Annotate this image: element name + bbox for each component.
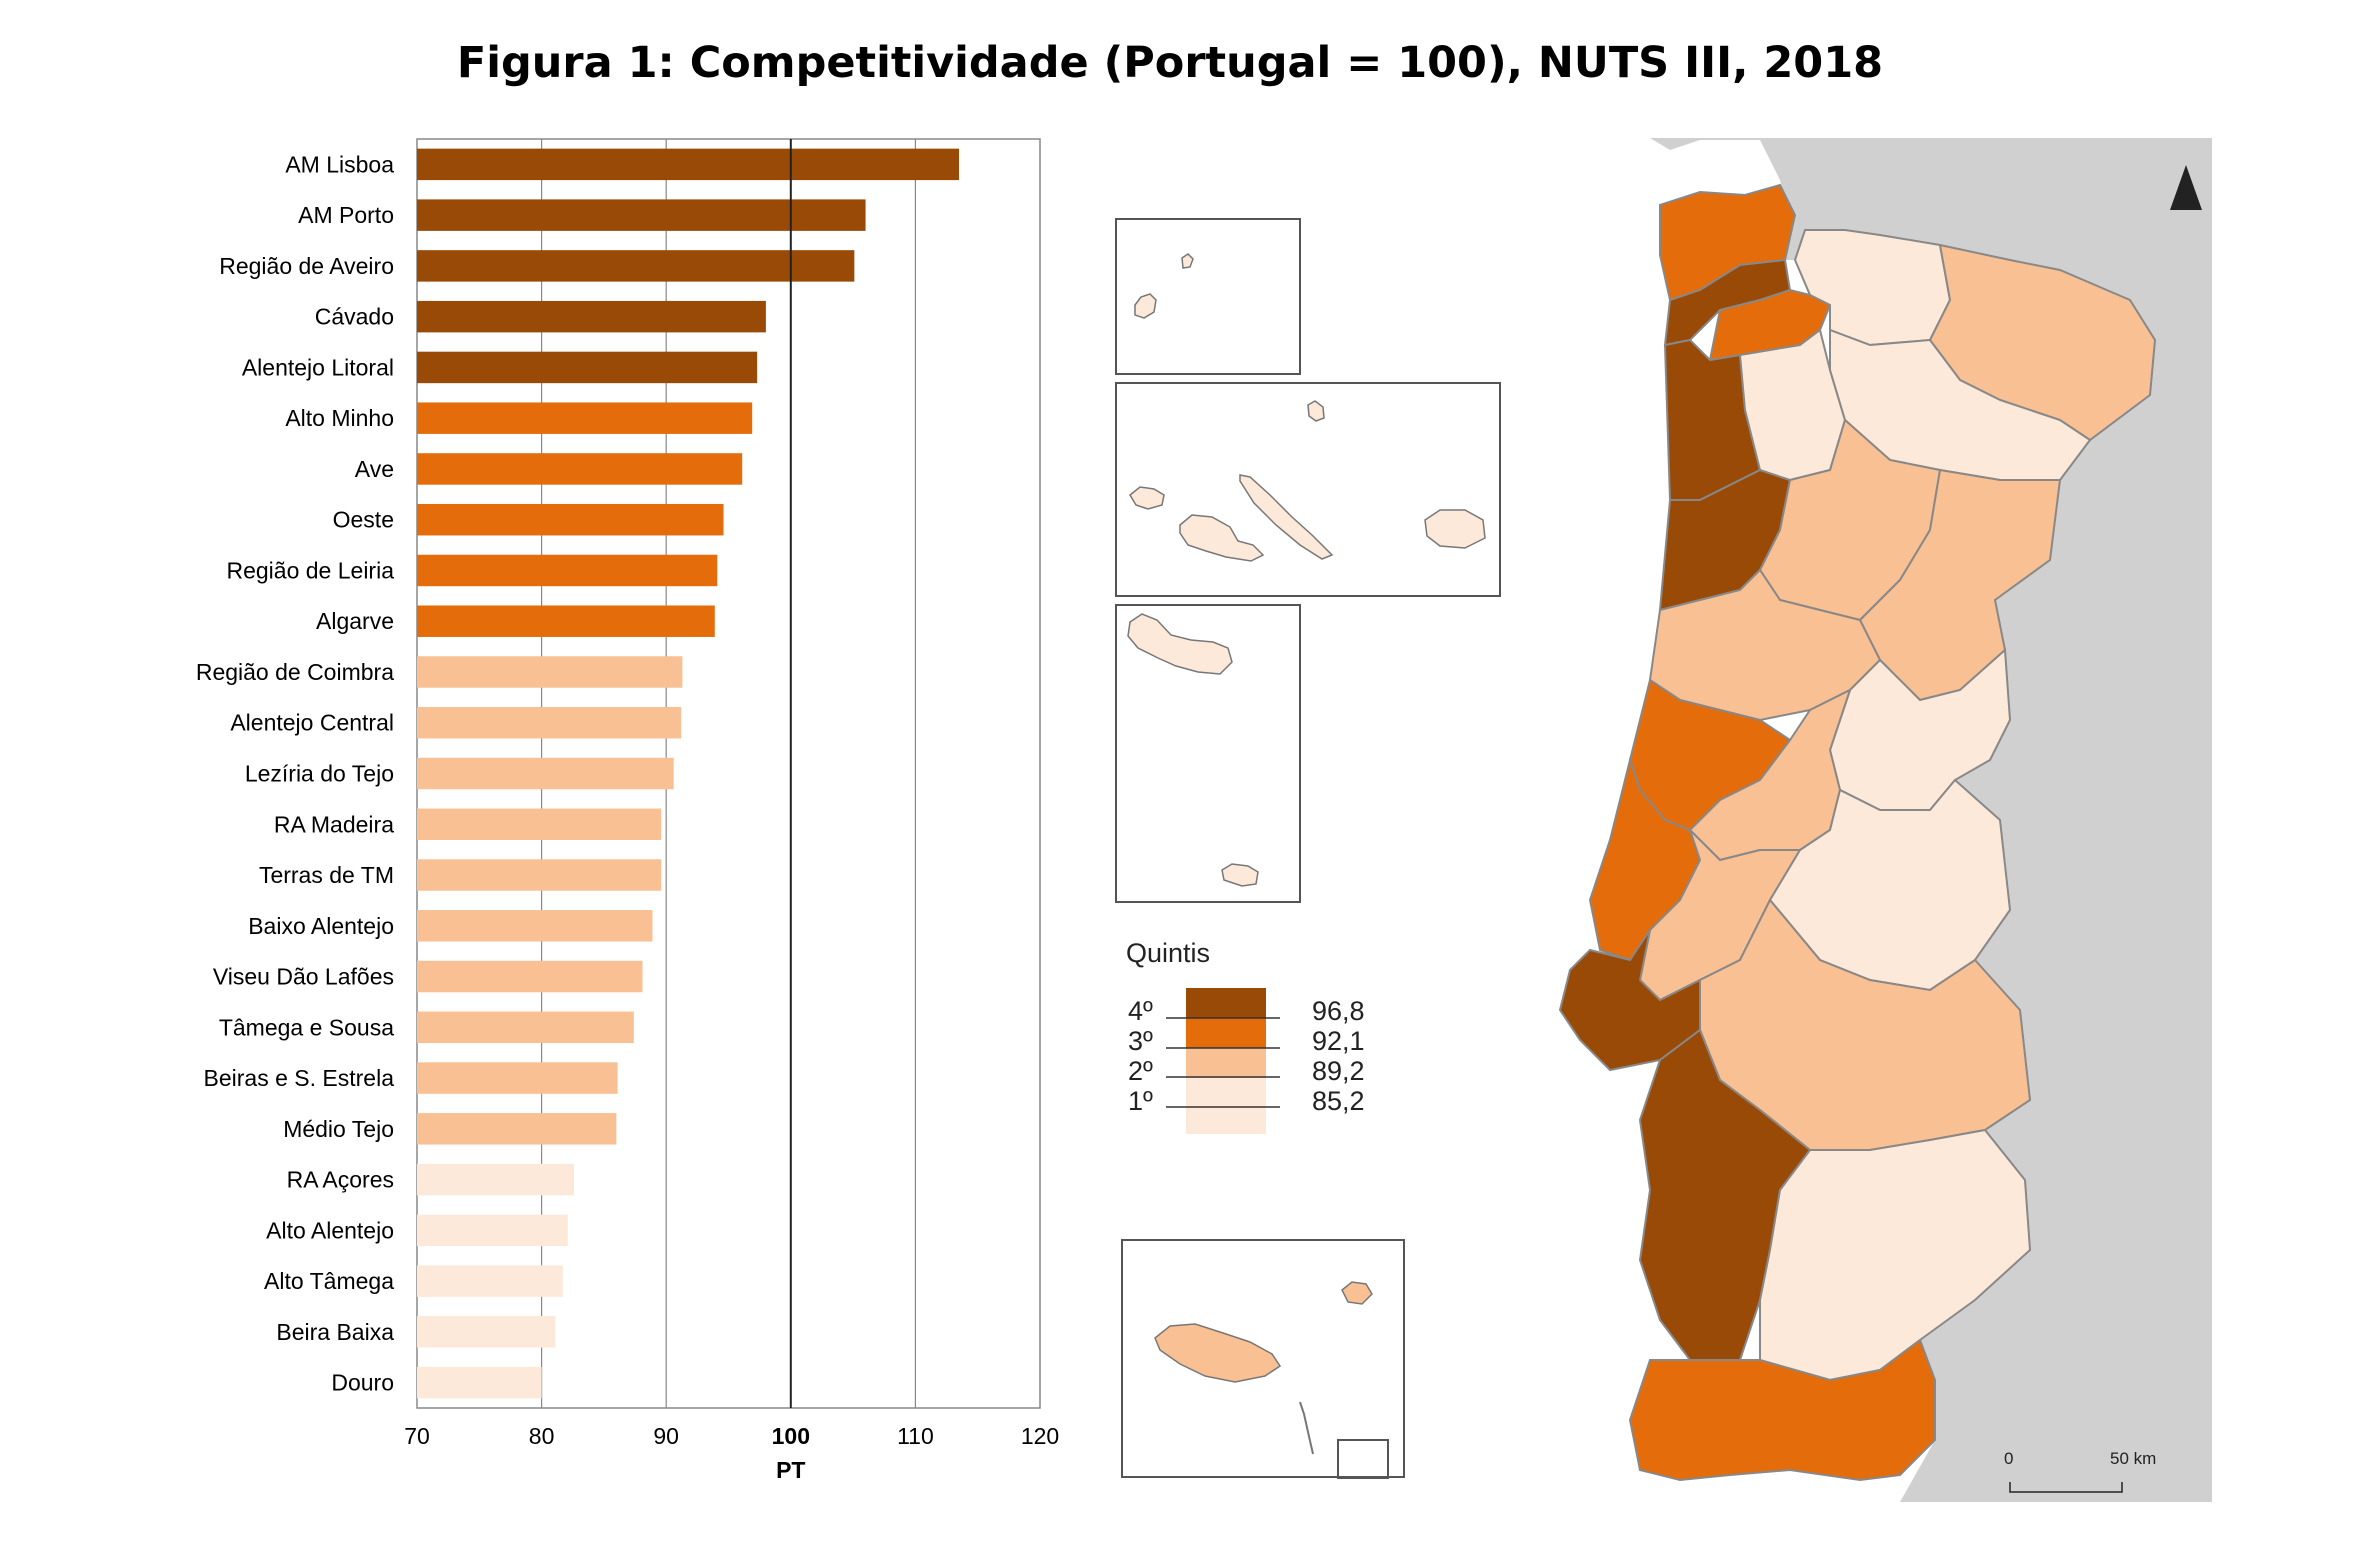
bar <box>417 859 662 891</box>
x-tick-label: 110 <box>897 1423 934 1449</box>
azores-inset-3 <box>1115 604 1301 903</box>
category-label: AM Porto <box>298 202 394 228</box>
category-label: Médio Tejo <box>283 1116 394 1142</box>
legend-label-q3: 3º <box>1128 1026 1153 1056</box>
madeira-inset <box>1121 1239 1405 1479</box>
bar <box>417 808 662 840</box>
category-label: Alto Alentejo <box>266 1217 394 1243</box>
legend-value-q2: 89,2 <box>1312 1056 1365 1086</box>
bar <box>417 1265 563 1297</box>
category-label: Alentejo Central <box>230 710 394 736</box>
bar <box>417 1011 634 1044</box>
bar <box>417 1214 568 1247</box>
category-label: Terras de TM <box>259 862 394 888</box>
bar <box>417 707 682 739</box>
category-label: RA Madeira <box>274 811 394 837</box>
bar <box>417 503 724 536</box>
legend-label-q4: 4º <box>1128 996 1153 1026</box>
x-tick-label: 90 <box>653 1423 679 1449</box>
bar <box>417 250 855 282</box>
bar <box>417 656 683 688</box>
category-label: Baixo Alentejo <box>248 913 394 939</box>
x-tick-label: 70 <box>404 1423 430 1449</box>
category-label: Viseu Dão Lafões <box>213 964 394 990</box>
category-label: Região de Aveiro <box>219 253 394 279</box>
category-label: Beira Baixa <box>276 1319 394 1345</box>
legend-swatch-q2 <box>1186 1048 1266 1078</box>
category-label: Tâmega e Sousa <box>219 1014 394 1040</box>
legend-value-q1: 85,2 <box>1312 1086 1365 1116</box>
category-label: Beiras e S. Estrela <box>204 1065 395 1091</box>
bar <box>417 910 653 942</box>
legend-value-q4: 96,8 <box>1312 996 1365 1026</box>
legend-label-q2: 2º <box>1128 1056 1153 1086</box>
bar <box>417 554 718 587</box>
legend: Quintis 4º 3º 2º 1º 96,8 92,1 89,2 85,2 <box>1126 938 1365 1134</box>
bar <box>417 1062 618 1094</box>
bar <box>417 1316 556 1348</box>
scale-bar-end: 50 km <box>2110 1449 2156 1468</box>
category-label: Alentejo Litoral <box>242 354 394 380</box>
legend-swatch-q1 <box>1186 1078 1266 1134</box>
azores-inset-2 <box>1115 382 1501 597</box>
bar <box>417 1113 617 1145</box>
category-label: Lezíria do Tejo <box>245 761 394 787</box>
category-label: RA Açores <box>287 1167 394 1193</box>
bar <box>417 605 715 637</box>
legend-label-q1: 1º <box>1128 1086 1153 1116</box>
category-label: Oeste <box>333 507 394 533</box>
category-label: Alto Tâmega <box>264 1268 394 1294</box>
category-label: Ave <box>355 456 394 482</box>
region-algarve <box>1628 1338 1936 1482</box>
bar <box>417 757 674 790</box>
legend-swatch-q3 <box>1186 1018 1266 1048</box>
reference-label: PT <box>776 1457 805 1483</box>
legend-swatch-q4 <box>1186 988 1266 1018</box>
bar <box>417 351 758 384</box>
category-label: Região de Coimbra <box>196 659 394 685</box>
category-label: Região de Leiria <box>226 557 394 583</box>
azores-inset-1 <box>1115 218 1301 375</box>
scale-bar-start: 0 <box>2004 1449 2013 1468</box>
bar <box>417 148 960 181</box>
category-label: Algarve <box>316 608 394 634</box>
x-tick-label: 100 <box>772 1423 810 1449</box>
mainland-map: 0 50 km <box>1558 138 2212 1502</box>
category-label: AM Lisboa <box>285 151 394 177</box>
category-label: Alto Minho <box>285 405 394 431</box>
category-label: Cávado <box>315 304 394 330</box>
bar <box>417 1163 574 1196</box>
category-label: Douro <box>331 1370 394 1396</box>
bar <box>417 300 766 333</box>
legend-title: Quintis <box>1126 938 1210 968</box>
bar <box>417 1366 542 1399</box>
bar <box>417 402 753 434</box>
bar <box>417 960 643 993</box>
figure-title: Figura 1: Competitividade (Portugal = 10… <box>456 38 1884 88</box>
bar <box>417 453 743 485</box>
legend-value-q3: 92,1 <box>1312 1026 1365 1056</box>
spain-area <box>1650 138 2212 1502</box>
x-tick-label: 120 <box>1021 1423 1059 1449</box>
scale-bar: 0 50 km <box>2004 1449 2156 1493</box>
x-tick-label: 80 <box>529 1423 555 1449</box>
north-arrow-icon <box>2170 165 2202 210</box>
